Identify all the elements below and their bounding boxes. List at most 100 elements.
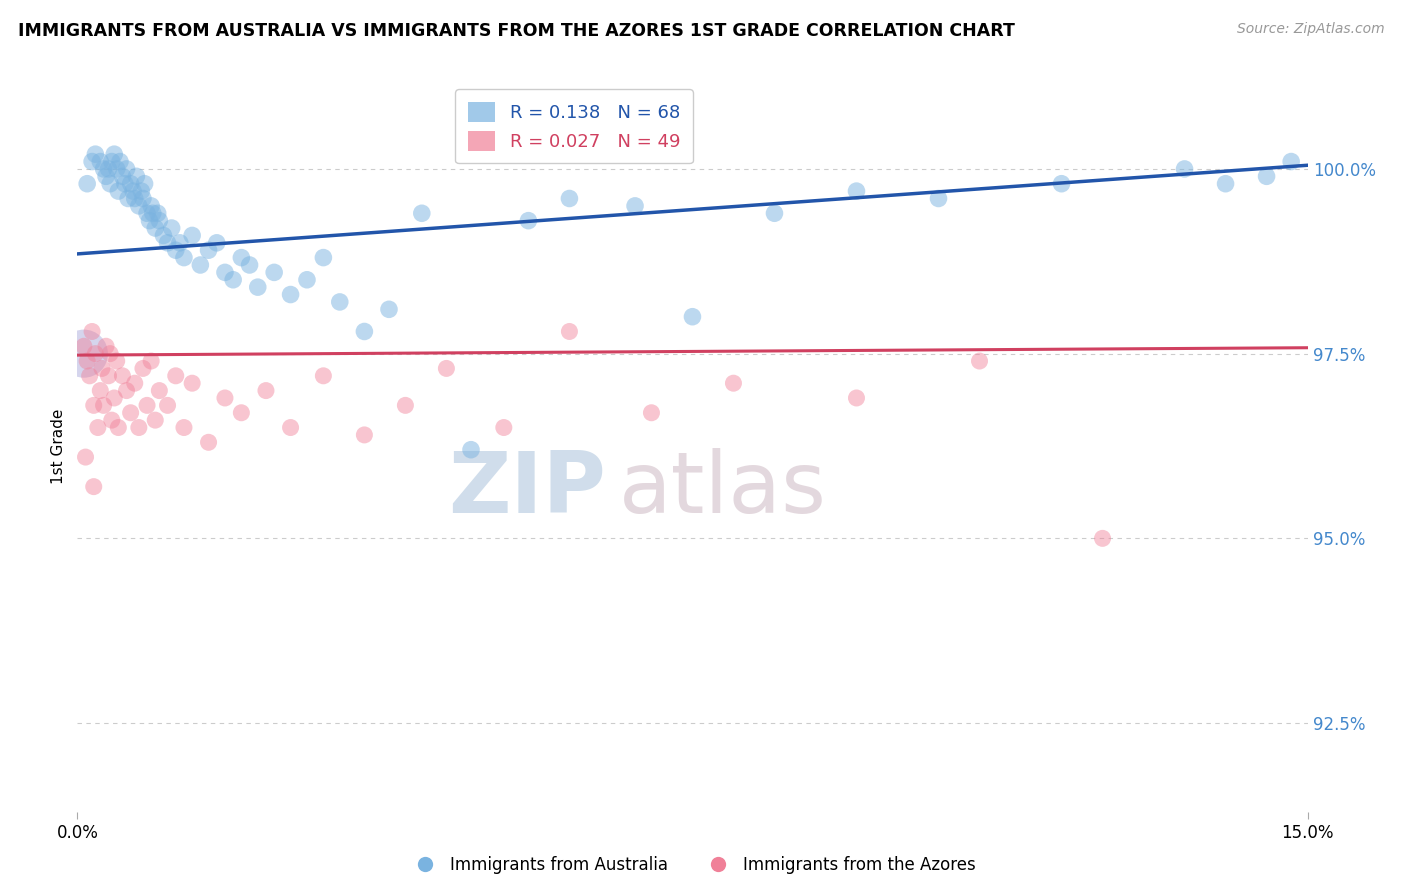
Point	[222, 273, 245, 287]
Point	[148, 384, 170, 398]
Point	[165, 368, 187, 383]
Point	[122, 184, 145, 198]
Point	[394, 398, 416, 412]
Point	[173, 251, 195, 265]
Point	[143, 221, 166, 235]
Point	[82, 154, 104, 169]
Point	[124, 376, 146, 391]
Point	[263, 265, 285, 279]
Point	[73, 339, 96, 353]
Point	[111, 368, 134, 383]
Point	[517, 213, 540, 227]
Point	[197, 244, 219, 258]
Point	[1091, 532, 1114, 546]
Point	[132, 192, 155, 206]
Point	[1050, 177, 1073, 191]
Point	[181, 228, 204, 243]
Point	[1174, 161, 1197, 176]
Point	[146, 206, 169, 220]
Point	[128, 199, 150, 213]
Point	[558, 325, 581, 339]
Point	[117, 192, 139, 206]
Point	[1215, 177, 1237, 191]
Point	[103, 391, 125, 405]
Point	[132, 361, 155, 376]
Point	[156, 235, 179, 250]
Point	[312, 251, 335, 265]
Point	[181, 376, 204, 391]
Point	[97, 368, 120, 383]
Point	[76, 354, 98, 368]
Point	[156, 398, 179, 412]
Point	[138, 213, 160, 227]
Point	[87, 420, 110, 434]
Point	[214, 265, 236, 279]
Text: atlas: atlas	[619, 449, 827, 532]
Point	[558, 192, 581, 206]
Point	[136, 206, 159, 220]
Point	[928, 192, 950, 206]
Point	[98, 177, 121, 191]
Point	[152, 228, 174, 243]
Point	[353, 325, 375, 339]
Point	[83, 480, 105, 494]
Point	[105, 354, 128, 368]
Point	[83, 398, 105, 412]
Text: Source: ZipAtlas.com: Source: ZipAtlas.com	[1237, 22, 1385, 37]
Point	[125, 169, 148, 184]
Point	[93, 161, 115, 176]
Point	[89, 154, 111, 169]
Point	[312, 368, 335, 383]
Point	[136, 398, 159, 412]
Point	[1256, 169, 1278, 184]
Text: IMMIGRANTS FROM AUSTRALIA VS IMMIGRANTS FROM THE AZORES 1ST GRADE CORRELATION CH: IMMIGRANTS FROM AUSTRALIA VS IMMIGRANTS …	[18, 22, 1015, 40]
Point	[97, 161, 120, 176]
Point	[205, 235, 228, 250]
Point	[82, 325, 104, 339]
Y-axis label: 1st Grade: 1st Grade	[51, 409, 66, 483]
Point	[93, 398, 115, 412]
Point	[460, 442, 482, 457]
Point	[128, 420, 150, 434]
Point	[141, 354, 163, 368]
Point	[969, 354, 991, 368]
Point	[231, 406, 253, 420]
Point	[214, 391, 236, 405]
Point	[160, 221, 183, 235]
Point	[295, 273, 318, 287]
Point	[115, 161, 138, 176]
Point	[845, 184, 868, 198]
Point	[141, 199, 163, 213]
Point	[101, 413, 124, 427]
Point	[134, 177, 156, 191]
Point	[111, 169, 134, 184]
Point	[640, 406, 662, 420]
Point	[329, 294, 352, 309]
Point	[254, 384, 277, 398]
Point	[75, 450, 97, 464]
Point	[115, 384, 138, 398]
Point	[98, 346, 121, 360]
Point	[120, 406, 142, 420]
Point	[90, 361, 114, 376]
Point	[411, 206, 433, 220]
Point	[763, 206, 786, 220]
Point	[682, 310, 704, 324]
Text: ZIP: ZIP	[449, 449, 606, 532]
Point	[94, 339, 117, 353]
Point	[143, 413, 166, 427]
Point	[723, 376, 745, 391]
Point	[165, 244, 187, 258]
Point	[84, 147, 107, 161]
Legend: Immigrants from Australia, Immigrants from the Azores: Immigrants from Australia, Immigrants fr…	[402, 849, 983, 880]
Point	[79, 368, 101, 383]
Point	[103, 147, 125, 161]
Point	[131, 184, 153, 198]
Point	[239, 258, 262, 272]
Point	[76, 177, 98, 191]
Point	[89, 384, 111, 398]
Point	[624, 199, 647, 213]
Point	[246, 280, 269, 294]
Point	[142, 206, 165, 220]
Point	[280, 287, 302, 301]
